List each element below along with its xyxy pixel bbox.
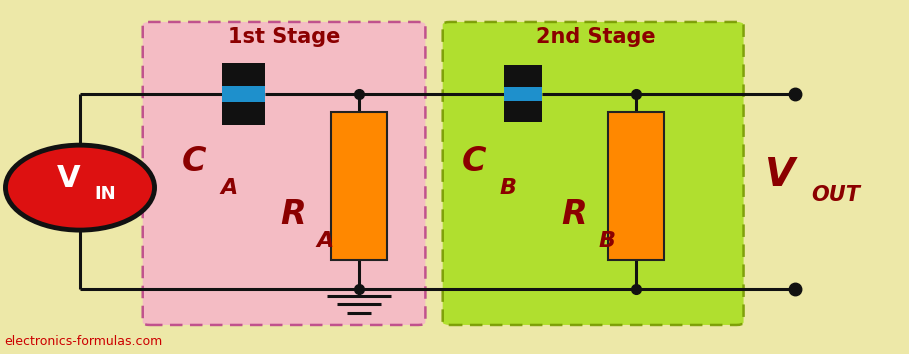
Bar: [504, 87, 542, 101]
FancyBboxPatch shape: [143, 22, 425, 325]
Text: 2nd Stage: 2nd Stage: [535, 27, 655, 47]
Bar: [222, 102, 265, 125]
Text: A: A: [220, 178, 237, 198]
Bar: [608, 112, 664, 260]
Bar: [504, 101, 542, 122]
Text: R: R: [562, 198, 587, 231]
Text: C: C: [182, 144, 206, 178]
Text: B: B: [598, 231, 615, 251]
Bar: [331, 112, 387, 260]
FancyBboxPatch shape: [443, 22, 744, 325]
Text: B: B: [500, 178, 517, 198]
Text: R: R: [280, 198, 305, 231]
Bar: [222, 63, 265, 86]
Text: A: A: [316, 231, 334, 251]
Bar: [504, 65, 542, 87]
Text: V: V: [764, 156, 794, 194]
Bar: [222, 86, 265, 102]
Text: IN: IN: [95, 185, 116, 203]
Ellipse shape: [5, 145, 155, 230]
Text: 1st Stage: 1st Stage: [228, 27, 341, 47]
Text: C: C: [462, 144, 486, 178]
Text: OUT: OUT: [811, 185, 860, 205]
Text: V: V: [57, 164, 81, 193]
Text: electronics-formulas.com: electronics-formulas.com: [5, 335, 163, 348]
